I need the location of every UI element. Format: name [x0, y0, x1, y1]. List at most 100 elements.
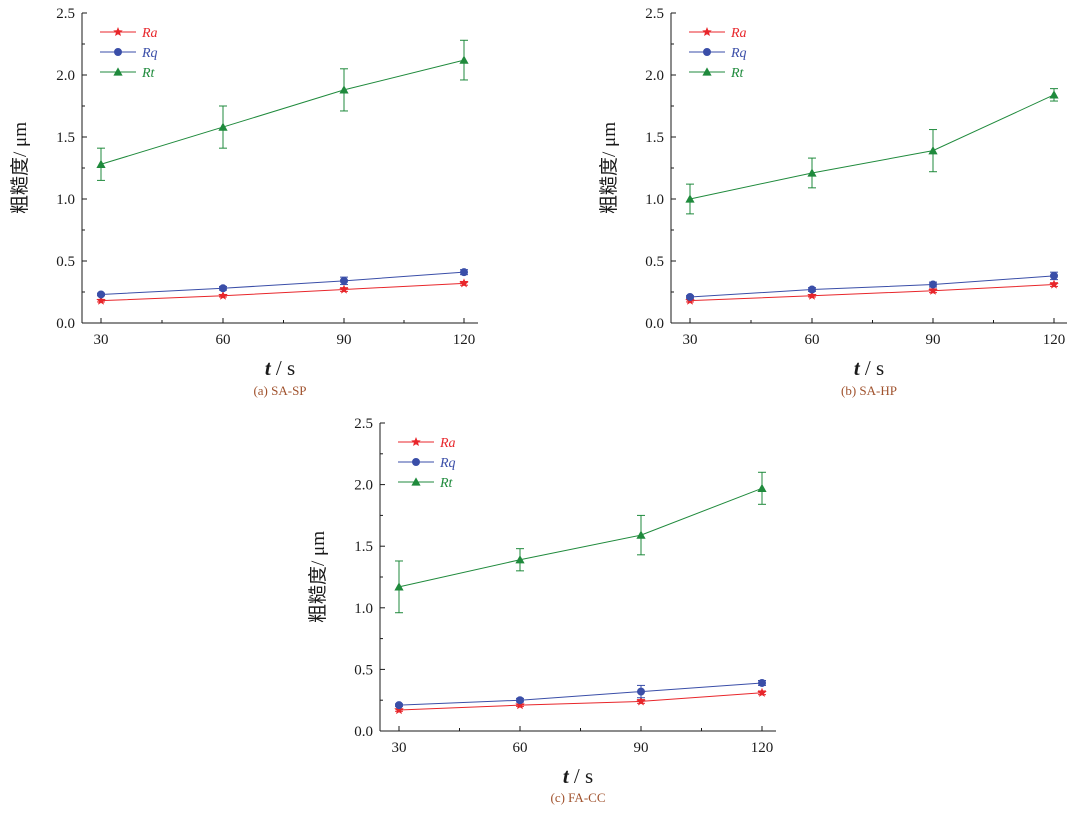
series-Rq — [97, 268, 468, 299]
chart-panel-1: 0.0 0.5 1.0 1.5 2.0 2.5 30 60 90 120 t / s 粗糙度/ μm (… — [598, 6, 1067, 398]
series-Ra — [685, 279, 1059, 305]
chart-panel-0: 0.0 0.5 1.0 1.5 2.0 2.5 30 60 90 120 t / s 粗糙度/ μm (… — [9, 6, 478, 398]
data-point-Rt — [339, 85, 349, 94]
legend-label: Rt — [439, 476, 454, 491]
x-tick-label: 120 — [453, 332, 476, 348]
data-point-Rq — [929, 280, 938, 289]
legend-label: Rt — [141, 66, 156, 81]
y-axis-label: 粗糙度/ μm — [307, 531, 329, 623]
data-point-Rt — [807, 168, 817, 177]
y-tick-label: 0.0 — [645, 316, 664, 332]
series-line-Ra — [689, 284, 1055, 302]
series-Rt — [685, 88, 1059, 215]
series-line-Rq — [398, 682, 763, 706]
legend-label: Ra — [141, 26, 158, 41]
legend: Ra Rq Rt — [100, 26, 158, 81]
series-line-Rt — [100, 59, 465, 165]
legend-marker-Ra — [113, 27, 123, 37]
data-point-Ra — [515, 700, 525, 710]
y-axis-label: 粗糙度/ μm — [9, 122, 31, 214]
series-line-Rt — [689, 94, 1055, 200]
data-point-Rt — [685, 194, 695, 203]
data-point-Ra — [218, 290, 228, 300]
figure-caption: (b) SA-HP — [841, 383, 897, 398]
y-tick-label: 0.0 — [354, 724, 373, 740]
legend-marker-Rq — [703, 48, 712, 57]
y-tick-label: 1.5 — [354, 539, 373, 555]
legend-label: Ra — [439, 436, 456, 451]
x-tick-label: 30 — [683, 332, 698, 348]
chart-panel-2: 0.0 0.5 1.0 1.5 2.0 2.5 30 60 90 120 t / s 粗糙度/ μm (… — [307, 416, 776, 805]
x-axis-variable: t — [265, 356, 272, 380]
series-line-Ra — [100, 282, 465, 302]
series-line-Rt — [398, 487, 763, 588]
legend-label: Rq — [730, 46, 747, 61]
data-point-Rt — [96, 159, 106, 168]
x-tick-label: 30 — [94, 332, 109, 348]
series-Rt — [96, 39, 469, 181]
data-point-Ra — [459, 278, 469, 288]
data-point-Ra — [928, 285, 938, 295]
legend-marker-Ra — [702, 27, 712, 37]
data-point-Rt — [1049, 90, 1059, 99]
y-tick-label: 1.0 — [56, 192, 75, 208]
x-axis-label: t / s — [854, 356, 884, 380]
x-tick-label: 120 — [1043, 332, 1066, 348]
data-point-Ra — [394, 705, 404, 715]
y-tick-label: 0.5 — [56, 254, 75, 270]
data-point-Rq — [97, 290, 106, 299]
x-axis-label: t / s — [265, 356, 295, 380]
x-tick-label: 90 — [634, 740, 649, 756]
series-line-Rq — [689, 275, 1055, 298]
series-Rt — [394, 471, 767, 614]
data-point-Rt — [459, 55, 469, 64]
series-Ra — [96, 278, 469, 305]
x-tick-label: 90 — [926, 332, 941, 348]
data-point-Rt — [218, 122, 228, 131]
legend-label: Ra — [730, 26, 747, 41]
x-axis-label: t / s — [563, 764, 593, 788]
data-point-Rq — [459, 268, 468, 277]
x-tick-label: 120 — [751, 740, 774, 756]
legend-marker-Rq — [411, 457, 420, 466]
legend-label: Rq — [141, 46, 158, 61]
y-tick-label: 2.0 — [56, 68, 75, 84]
data-point-Rt — [928, 146, 938, 155]
data-point-Ra — [636, 696, 646, 706]
data-point-Rq — [394, 701, 403, 710]
y-tick-label: 1.0 — [645, 192, 664, 208]
data-point-Rq — [637, 687, 646, 696]
data-point-Ra — [807, 290, 817, 300]
data-point-Rt — [394, 582, 404, 591]
data-point-Rq — [686, 292, 695, 301]
y-tick-label: 0.5 — [354, 662, 373, 678]
legend-marker-Rt — [411, 477, 421, 486]
data-point-Rt — [757, 483, 767, 492]
legend-marker-Rq — [114, 48, 123, 57]
x-axis-variable: t — [854, 356, 861, 380]
data-point-Ra — [96, 295, 106, 305]
series-line-Rq — [100, 271, 465, 295]
y-tick-label: 1.0 — [354, 601, 373, 617]
y-tick-label: 2.5 — [354, 416, 373, 432]
x-tick-label: 60 — [216, 332, 231, 348]
y-tick-label: 2.5 — [645, 6, 664, 22]
x-tick-label: 60 — [513, 740, 528, 756]
x-tick-label: 30 — [392, 740, 407, 756]
legend: Ra Rq Rt — [398, 436, 456, 491]
data-point-Ra — [339, 284, 349, 294]
legend-label: Rq — [439, 456, 456, 471]
figure-caption: (c) FA-CC — [550, 790, 605, 805]
y-tick-label: 0.5 — [645, 254, 664, 270]
y-tick-label: 2.0 — [354, 478, 373, 494]
data-point-Rt — [636, 530, 646, 539]
x-axis-unit: / s — [569, 764, 594, 788]
legend-label: Rt — [730, 66, 745, 81]
legend-marker-Rt — [702, 67, 712, 76]
series-Rq — [686, 271, 1059, 301]
data-point-Rq — [516, 696, 525, 705]
series-Rq — [394, 678, 767, 710]
data-point-Rq — [808, 285, 817, 294]
y-tick-label: 0.0 — [56, 316, 75, 332]
